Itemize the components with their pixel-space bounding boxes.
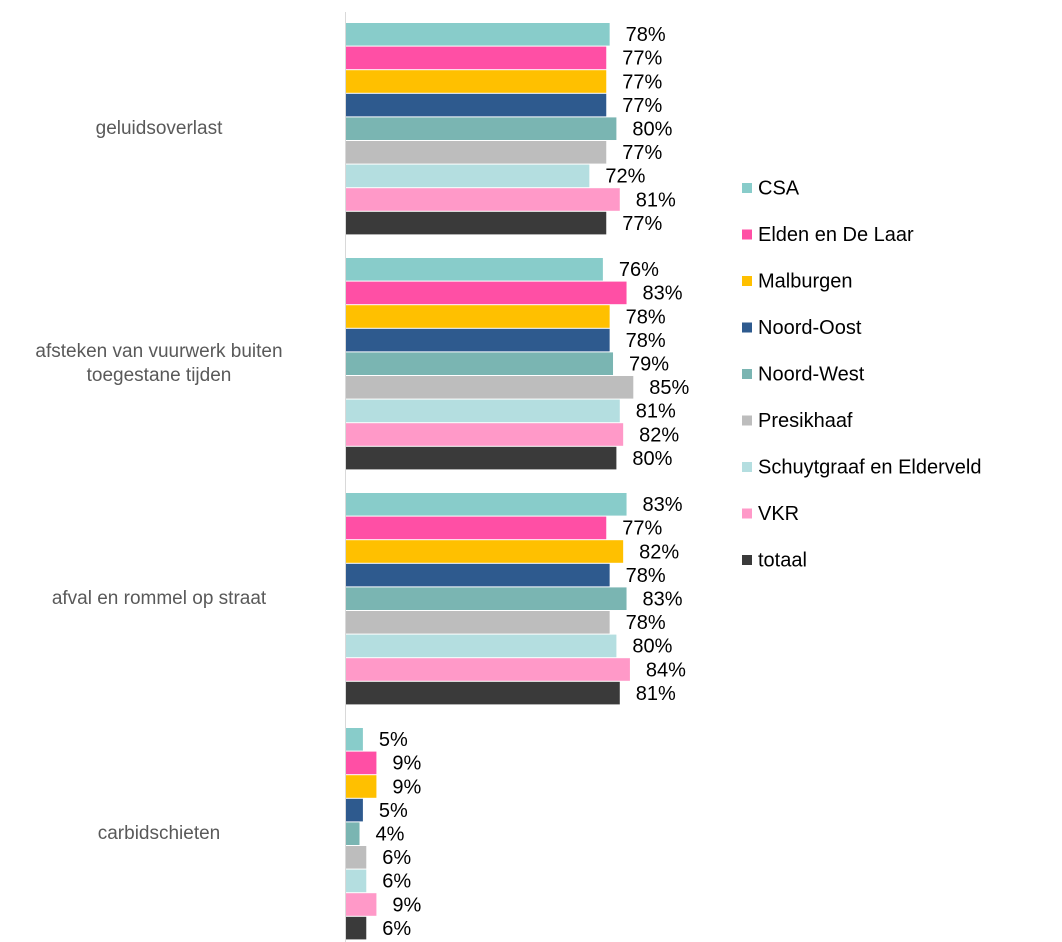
bar	[346, 305, 610, 328]
value-label: 81%	[636, 189, 676, 211]
category-label: afval en rommel op straat	[51, 588, 267, 610]
bar	[346, 23, 610, 46]
value-label: 76%	[619, 259, 659, 281]
value-label: 77%	[622, 48, 662, 70]
bar	[346, 93, 607, 117]
bar	[346, 70, 607, 93]
bar	[346, 141, 607, 164]
value-label: 77%	[622, 142, 662, 164]
bar	[346, 775, 377, 798]
bar	[346, 211, 607, 235]
value-label: 77%	[622, 518, 662, 540]
bar	[346, 846, 367, 869]
category-label: carbidschieten	[97, 823, 221, 845]
value-label: 82%	[639, 424, 679, 446]
bar	[346, 493, 627, 516]
legend-label: Schuytgraaf en Elderveld	[758, 456, 981, 478]
bar	[346, 446, 617, 470]
bar	[346, 46, 607, 70]
value-label: 81%	[636, 401, 676, 423]
value-label: 80%	[632, 448, 672, 470]
legend-label: Noord-Oost	[758, 317, 862, 339]
legend-label: VKR	[758, 503, 799, 525]
value-label: 81%	[636, 683, 676, 705]
value-label: 6%	[382, 918, 411, 940]
bar	[346, 563, 610, 587]
legend-swatch	[742, 322, 752, 333]
value-label: 72%	[605, 166, 645, 188]
legend-label: Presikhaaf	[758, 410, 853, 432]
value-label: 77%	[622, 95, 662, 117]
value-label: 78%	[626, 330, 666, 352]
bar	[346, 611, 610, 634]
value-label: 4%	[376, 823, 405, 845]
legend-swatch	[742, 183, 752, 193]
bar	[346, 423, 624, 446]
value-label: 6%	[382, 871, 411, 893]
legend-label: Elden en De Laar	[758, 224, 914, 246]
bar	[346, 376, 634, 399]
value-label: 78%	[626, 565, 666, 587]
value-label: 82%	[639, 541, 679, 563]
value-label: 80%	[632, 118, 672, 140]
legend-swatch	[742, 555, 752, 565]
value-label: 9%	[392, 776, 421, 798]
bar	[346, 681, 620, 705]
bar	[346, 587, 627, 610]
bar	[346, 188, 620, 211]
bar	[346, 869, 367, 893]
value-label: 79%	[629, 353, 669, 375]
bar	[346, 258, 603, 281]
legend-label: Noord-West	[758, 363, 865, 385]
value-label: 9%	[392, 894, 421, 916]
value-label: 80%	[632, 636, 672, 658]
legend-label: totaal	[758, 549, 807, 571]
value-label: 77%	[622, 213, 662, 235]
bar	[346, 516, 607, 540]
bar	[346, 728, 363, 751]
bar	[346, 164, 590, 188]
value-label: 77%	[622, 71, 662, 93]
bar	[346, 798, 363, 822]
legend-label: Malburgen	[758, 270, 853, 292]
category-label: geluidsoverlast	[95, 118, 223, 140]
bar	[346, 281, 627, 305]
legend-label: CSA	[758, 177, 800, 199]
bar	[346, 822, 360, 845]
value-label: 78%	[626, 24, 666, 46]
value-label: 83%	[643, 283, 683, 305]
value-label: 78%	[626, 612, 666, 634]
legend-swatch	[742, 415, 752, 426]
bar	[346, 751, 377, 775]
value-label: 83%	[643, 588, 683, 610]
value-label: 84%	[646, 659, 686, 681]
legend-swatch	[742, 369, 752, 379]
value-label: 78%	[626, 306, 666, 328]
legend-swatch	[742, 508, 752, 519]
value-label: 9%	[392, 753, 421, 775]
bar	[346, 658, 630, 681]
bar	[346, 328, 610, 352]
bar	[346, 916, 367, 940]
legend-swatch	[742, 276, 752, 286]
category-label: afsteken van vuurwerk buiten toegestane …	[35, 341, 283, 387]
value-label: 83%	[643, 494, 683, 516]
legend-swatch	[742, 229, 752, 240]
bar	[346, 399, 620, 423]
bar	[346, 352, 614, 375]
legend-swatch	[742, 462, 752, 472]
value-label: 85%	[649, 377, 689, 399]
value-label: 6%	[382, 847, 411, 869]
bar	[346, 893, 377, 916]
value-label: 5%	[379, 729, 408, 751]
bar	[346, 117, 617, 140]
bar	[346, 540, 624, 563]
bar	[346, 634, 617, 658]
value-label: 5%	[379, 800, 408, 822]
